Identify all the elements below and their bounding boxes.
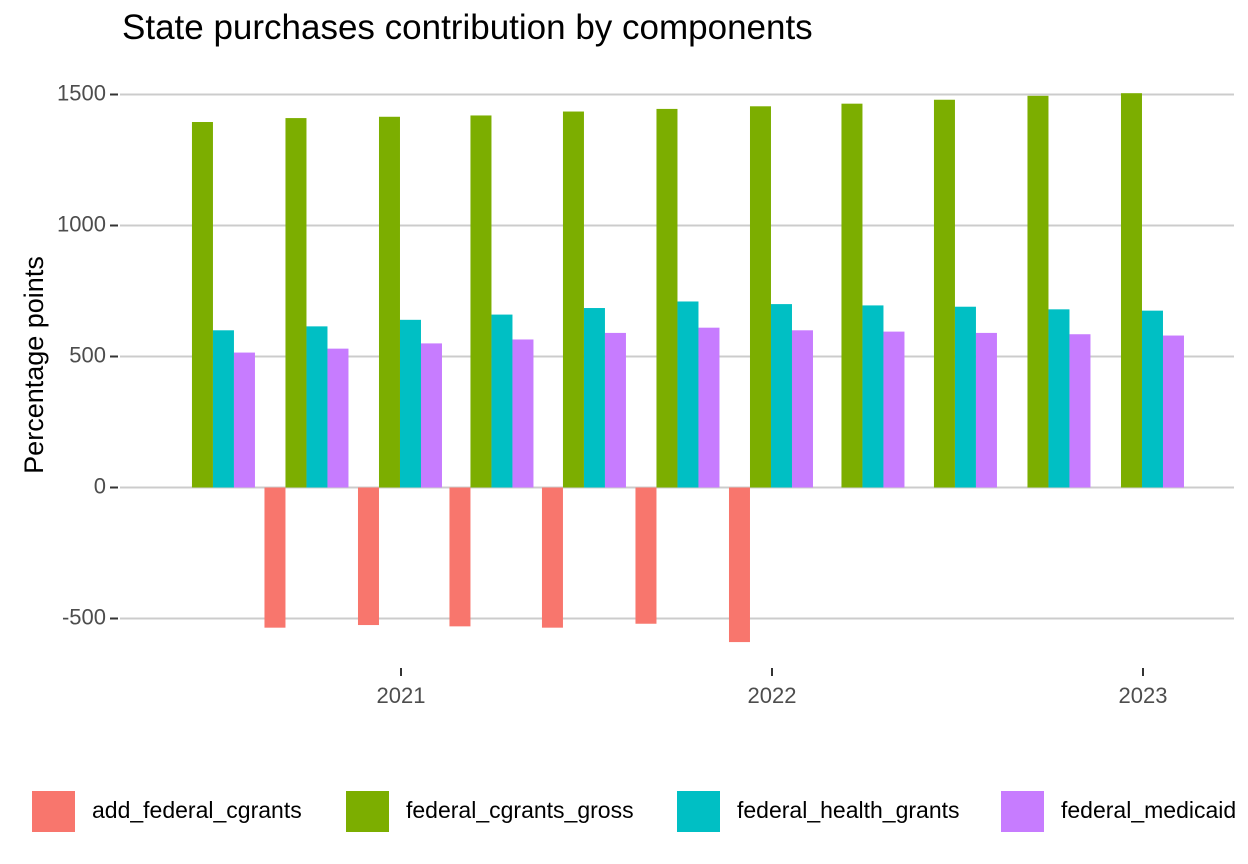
bar-add_federal_cgrants — [541, 487, 563, 628]
bar-federal_cgrants_gross — [378, 116, 400, 488]
legend-layer: add_federal_cgrants federal_cgrants_gross… — [32, 791, 1236, 832]
bars-layer — [191, 93, 1184, 643]
y-tick-label: 1000 — [57, 211, 106, 236]
legend-key-federal_medicaid — [1001, 791, 1044, 832]
bar-federal_cgrants_gross — [1027, 95, 1049, 488]
y-tick-label: 500 — [69, 342, 106, 367]
bar-federal_cgrants_gross — [841, 103, 863, 488]
bar-federal_health_grants — [212, 330, 234, 488]
x-tick-label: 2023 — [1119, 683, 1168, 708]
bar-federal_medicaid — [233, 352, 255, 488]
y-tick-label: 1500 — [57, 80, 106, 105]
bar-federal_cgrants_gross — [562, 111, 584, 488]
bar-federal_cgrants_gross — [470, 115, 492, 488]
bar-federal_health_grants — [399, 319, 421, 488]
bar-add_federal_cgrants — [357, 487, 379, 626]
bar-federal_medicaid — [420, 343, 442, 488]
bar-add_federal_cgrants — [635, 487, 657, 624]
bar-federal_medicaid — [327, 348, 349, 488]
legend-label-federal_health_grants: federal_health_grants — [737, 797, 960, 823]
bar-federal_medicaid — [604, 332, 626, 488]
bar-federal_medicaid — [975, 332, 997, 488]
bar-federal_cgrants_gross — [191, 122, 213, 488]
bar-federal_health_grants — [1141, 310, 1163, 488]
bar-federal_medicaid — [791, 330, 813, 488]
bar-add_federal_cgrants — [449, 487, 471, 627]
axis-layer: -500 0 500 1000 1500 2021 2022 2023 Percentage p… — [19, 80, 1167, 708]
x-tick-label: 2021 — [377, 683, 426, 708]
bar-federal_health_grants — [770, 304, 792, 488]
legend-label-add_federal_cgrants: add_federal_cgrants — [92, 797, 302, 823]
x-tick-label: 2022 — [748, 683, 797, 708]
bar-federal_health_grants — [677, 301, 699, 488]
bar-federal_cgrants_gross — [933, 99, 955, 488]
bar-federal_medicaid — [1069, 334, 1091, 488]
bar-federal_medicaid — [883, 331, 905, 488]
bar-federal_medicaid — [698, 327, 720, 488]
legend-key-add_federal_cgrants — [32, 791, 75, 832]
bar-federal_health_grants — [583, 308, 605, 488]
legend-key-federal_health_grants — [677, 791, 720, 832]
bar-federal_cgrants_gross — [285, 118, 307, 488]
bar-federal_health_grants — [306, 326, 328, 488]
legend-key-federal_cgrants_gross — [346, 791, 389, 832]
bar-federal_health_grants — [954, 306, 976, 488]
bar-add_federal_cgrants — [728, 487, 750, 643]
bar-add_federal_cgrants — [264, 487, 286, 628]
bar-federal_health_grants — [862, 305, 884, 488]
bar-federal_cgrants_gross — [1120, 93, 1142, 488]
y-axis-title: Percentage points — [19, 256, 49, 474]
bar-federal_cgrants_gross — [656, 108, 678, 488]
bar-federal_medicaid — [512, 339, 534, 488]
legend-label-federal_cgrants_gross: federal_cgrants_gross — [406, 797, 634, 823]
bar-federal_medicaid — [1162, 335, 1184, 488]
bar-federal_cgrants_gross — [749, 106, 771, 488]
y-tick-label: 0 — [94, 473, 106, 498]
legend-label-federal_medicaid: federal_medicaid — [1061, 797, 1236, 823]
y-tick-label: -500 — [62, 604, 106, 629]
bar-federal_health_grants — [1048, 309, 1070, 488]
bar-federal_health_grants — [491, 314, 513, 488]
chart-title: State purchases contribution by componen… — [122, 8, 813, 47]
